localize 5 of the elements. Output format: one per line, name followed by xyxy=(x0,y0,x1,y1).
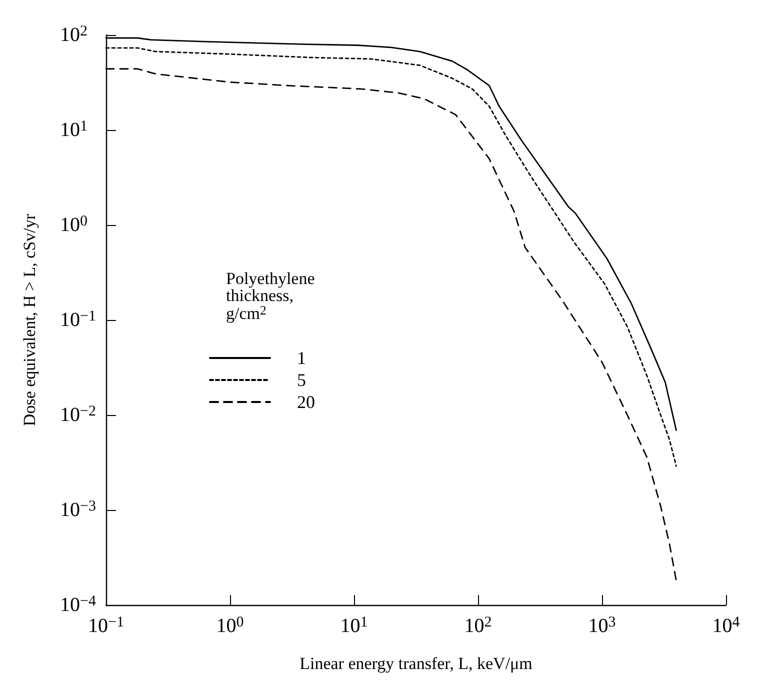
legend-label: 20 xyxy=(297,392,315,412)
legend-label: 1 xyxy=(297,348,306,368)
x-axis-title: Linear energy transfer, L, keV/μm xyxy=(300,654,532,673)
y-axis-title: Dose equivalent, H > L, cSv/yr xyxy=(20,214,39,426)
legend-label: 5 xyxy=(297,370,306,390)
